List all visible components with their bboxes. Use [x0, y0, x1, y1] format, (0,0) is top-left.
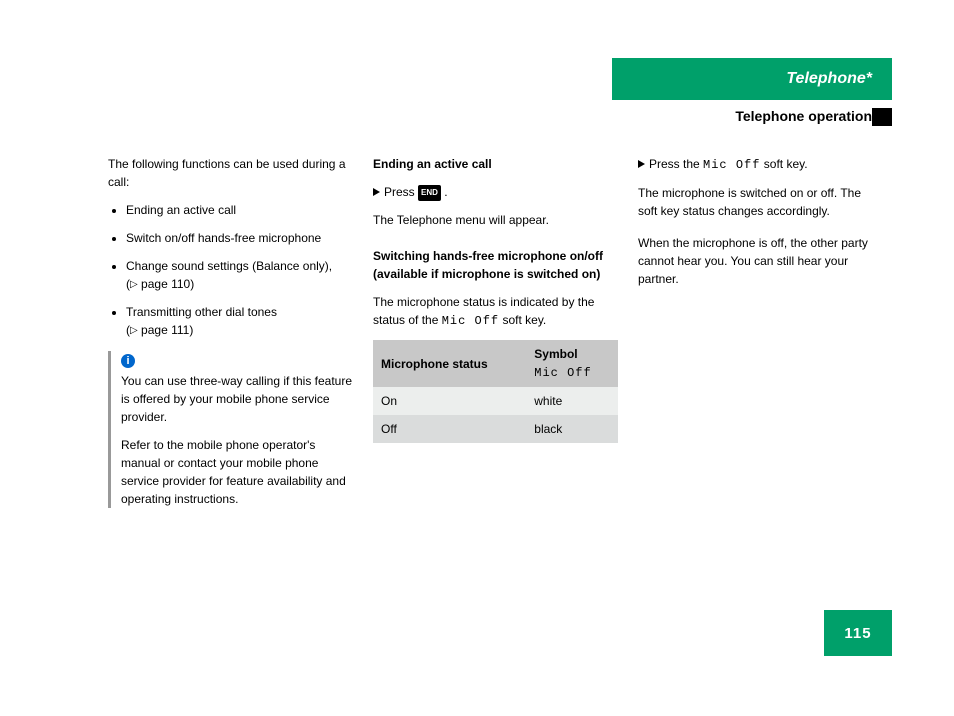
- column-2: Ending an active call Press END . The Te…: [373, 155, 618, 518]
- triangle-icon: ▷: [130, 325, 138, 336]
- table-row: On white: [373, 387, 618, 415]
- arrow-icon: [373, 188, 380, 196]
- step-pre: Press the: [649, 157, 703, 171]
- list-item-text: Change sound settings (Balance only),: [126, 259, 332, 273]
- info-text-1: You can use three-way calling if this fe…: [121, 372, 353, 426]
- step-result: The microphone is switched on or off. Th…: [638, 184, 883, 220]
- page-ref: page 110): [141, 277, 194, 291]
- info-icon: i: [121, 354, 135, 368]
- heading-ending-call: Ending an active call: [373, 155, 618, 173]
- page-number: 115: [824, 610, 892, 656]
- page-ref: page 111): [141, 323, 193, 337]
- mic-off-note: When the microphone is off, the other pa…: [638, 234, 883, 288]
- th-symbol-label: Symbol: [534, 347, 577, 361]
- step-press-micoff: Press the Mic Off soft key.: [638, 155, 883, 174]
- functions-list: Ending an active call Switch on/off hand…: [108, 201, 353, 339]
- step-prefix: Press: [384, 185, 418, 199]
- mic-off-label: Mic Off: [703, 158, 760, 172]
- heading-switch-mic: Switching hands-free microphone on/off (…: [373, 247, 618, 283]
- sub-header: Telephone operation: [612, 108, 892, 124]
- header-title: Telephone*: [786, 70, 872, 88]
- triangle-icon: ▷: [130, 279, 138, 290]
- intro-text: The following functions can be used duri…: [108, 155, 353, 191]
- end-key-icon: END: [418, 185, 441, 201]
- cell-symbol: white: [526, 387, 618, 415]
- step-post: soft key.: [760, 157, 807, 171]
- content-columns: The following functions can be used duri…: [108, 155, 898, 518]
- list-item: Transmitting other dial tones (▷ page 11…: [126, 303, 353, 339]
- list-item: Switch on/off hands-free microphone: [126, 229, 353, 247]
- table-header-row: Microphone status Symbol Mic Off: [373, 340, 618, 387]
- mic-off-label: Mic Off: [442, 314, 499, 328]
- header-bar: Telephone*: [612, 58, 892, 100]
- page-number-value: 115: [844, 625, 871, 642]
- cell-status: Off: [373, 415, 526, 443]
- info-block: i You can use three-way calling if this …: [108, 351, 353, 508]
- step-press-end: Press END .: [373, 183, 618, 201]
- list-item: Change sound settings (Balance only), (▷…: [126, 257, 353, 293]
- step-result: The Telephone menu will appear.: [373, 211, 618, 229]
- mic-status-text: The microphone status is indicated by th…: [373, 293, 618, 330]
- arrow-icon: [638, 160, 645, 168]
- th-status: Microphone status: [373, 340, 526, 387]
- body-post: soft key.: [499, 313, 546, 327]
- info-text-2: Refer to the mobile phone operator's man…: [121, 436, 353, 508]
- cell-symbol: black: [526, 415, 618, 443]
- column-3: Press the Mic Off soft key. The micropho…: [638, 155, 883, 518]
- section-tab: [872, 108, 892, 126]
- sub-header-text: Telephone operation: [735, 108, 872, 124]
- th-symbol: Symbol Mic Off: [526, 340, 618, 387]
- table-row: Off black: [373, 415, 618, 443]
- list-item: Ending an active call: [126, 201, 353, 219]
- th-symbol-mono: Mic Off: [534, 366, 591, 380]
- mic-status-table: Microphone status Symbol Mic Off On whit…: [373, 340, 618, 443]
- list-item-text: Transmitting other dial tones: [126, 305, 277, 319]
- column-1: The following functions can be used duri…: [108, 155, 353, 518]
- cell-status: On: [373, 387, 526, 415]
